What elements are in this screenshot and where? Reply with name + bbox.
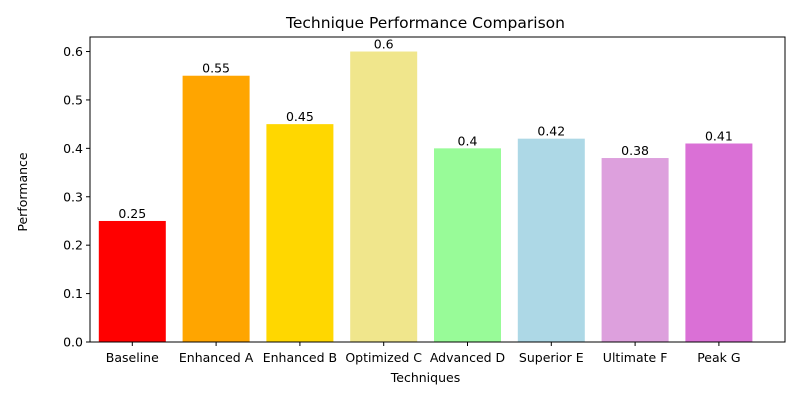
x-tick-label: Baseline: [106, 350, 159, 365]
y-axis: 0.0 0.1 0.2 0.3 0.4 0.5 0.6: [63, 44, 90, 350]
x-tick-label: Peak G: [697, 350, 740, 365]
x-tick-label: Enhanced B: [263, 350, 337, 365]
bar-value-label: 0.25: [118, 206, 146, 221]
bar: [98, 220, 166, 342]
y-axis-label: Performance: [15, 152, 30, 232]
y-tick-label: 0.1: [63, 286, 83, 301]
bar-value-label: 0.38: [621, 143, 649, 158]
x-tick-label: Enhanced A: [179, 350, 254, 365]
bars-group: [98, 51, 753, 343]
x-tick-label: Superior E: [519, 350, 584, 365]
x-tick-label: Advanced D: [430, 350, 505, 365]
data-labels-group: 0.25 0.55 0.45 0.6 0.4 0.42 0.38 0.41: [118, 37, 732, 221]
y-tick-label: 0.4: [63, 141, 83, 156]
bar-value-label: 0.55: [202, 61, 230, 76]
y-tick-label: 0.2: [63, 238, 83, 253]
chart-title: Technique Performance Comparison: [285, 14, 565, 32]
bar: [685, 143, 753, 342]
bar-value-label: 0.4: [458, 133, 478, 148]
bar: [350, 51, 418, 343]
bar: [266, 124, 334, 343]
plot-frame: [89, 36, 786, 343]
bar: [182, 75, 250, 342]
y-tick-label: 0.3: [63, 189, 83, 204]
bar: [601, 158, 669, 342]
bar-value-label: 0.42: [537, 124, 565, 139]
bar: [517, 138, 585, 342]
y-tick-label: 0.0: [63, 335, 83, 350]
x-axis: Baseline Enhanced A Enhanced B Optimized C A…: [106, 342, 741, 365]
bar: [434, 148, 501, 342]
x-tick-label: Ultimate F: [603, 350, 668, 365]
bar-value-label: 0.41: [705, 129, 733, 144]
x-axis-label: Techniques: [390, 370, 460, 385]
y-tick-label: 0.6: [63, 44, 83, 59]
bar-value-label: 0.45: [286, 109, 314, 124]
y-tick-label: 0.5: [63, 92, 83, 107]
x-tick-label: Optimized C: [345, 350, 422, 365]
bar-value-label: 0.6: [374, 37, 394, 52]
